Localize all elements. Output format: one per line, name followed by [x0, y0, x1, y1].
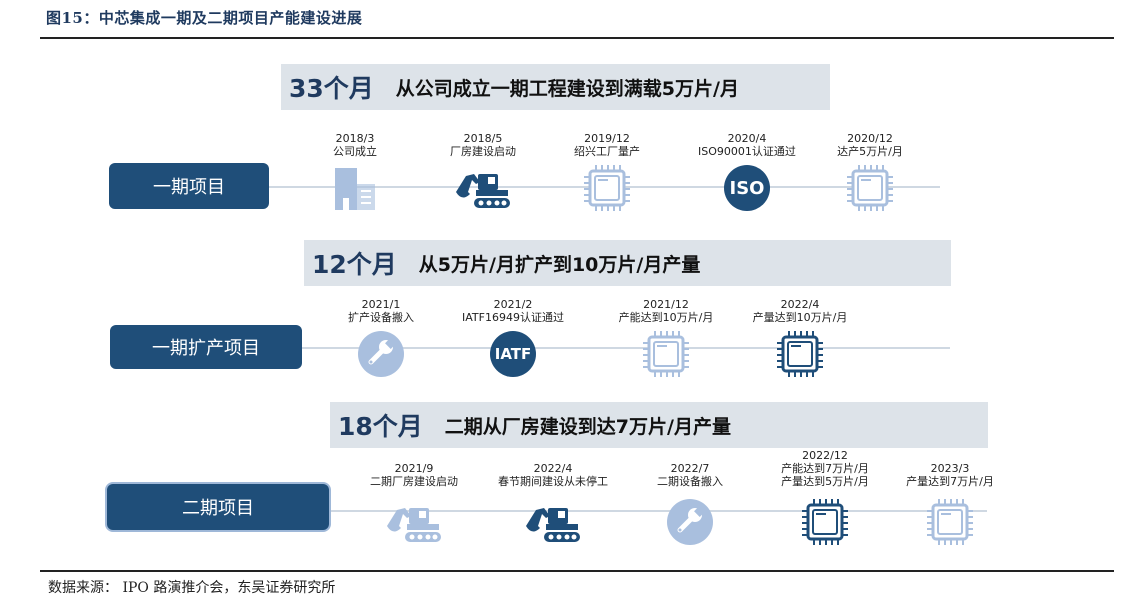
duration-banner: 12个月 从5万片/月扩产到10万片/月产量: [304, 240, 951, 286]
wrench-icon: [666, 498, 714, 550]
event-text: ISO90001认证通过: [698, 145, 796, 158]
timeline-line: [329, 510, 987, 512]
excavator-icon: [385, 500, 443, 548]
excavator-icon: [454, 166, 512, 214]
project-label: 一期项目: [109, 163, 269, 209]
event-date: 2022/4: [780, 298, 820, 311]
event-text: 达产5万片/月: [837, 145, 903, 158]
event-date: 2022/4: [533, 462, 573, 475]
building-icon: [331, 164, 379, 216]
iso-badge-icon: ISO: [723, 164, 771, 212]
duration-description: 从公司成立一期工程建设到满载5万片/月: [395, 77, 739, 100]
event-text: 扩产设备搬入: [348, 311, 414, 324]
event-date: 2021/12: [643, 298, 689, 311]
excavator-icon: [524, 500, 582, 548]
duration-description: 从5万片/月扩产到10万片/月产量: [418, 253, 701, 276]
event-date: 2021/1: [361, 298, 401, 311]
event-text: 公司成立: [333, 145, 377, 158]
project-label: 一期扩产项目: [110, 325, 302, 369]
duration-value: 12个月: [312, 250, 397, 279]
bottom-rule: [40, 570, 1114, 572]
event-text: 产能达到10万片/月: [618, 311, 714, 324]
iatf-badge-icon: IATF: [489, 330, 537, 378]
badge-text: ISO: [729, 177, 765, 199]
figure-title: 图15：中芯集成一期及二期项目产能建设进展: [46, 9, 363, 27]
chip-icon: [583, 164, 631, 216]
chip-icon: [846, 164, 894, 216]
duration-value: 33个月: [289, 74, 374, 103]
project-label: 二期项目: [107, 484, 329, 530]
event-date: 2020/12: [847, 132, 893, 145]
duration-banner: 33个月 从公司成立一期工程建设到满载5万片/月: [281, 64, 830, 110]
event-text: 产能达到7万片/月 产量达到5万片/月: [781, 462, 869, 488]
wrench-icon: [357, 330, 405, 382]
event-date: 2018/5: [463, 132, 503, 145]
duration-description: 二期从厂房建设到达7万片/月产量: [444, 415, 731, 438]
badge-text: IATF: [494, 345, 532, 363]
event-date: 2023/3: [930, 462, 970, 475]
event-text: 二期厂房建设启动: [370, 475, 458, 488]
event-text: 厂房建设启动: [450, 145, 516, 158]
event-text: IATF16949认证通过: [462, 311, 564, 324]
event-text: 产量达到7万片/月: [906, 475, 994, 488]
event-text: 二期设备搬入: [657, 475, 723, 488]
chip-icon: [801, 498, 849, 550]
chip-icon: [926, 498, 974, 550]
event-date: 2019/12: [584, 132, 630, 145]
event-text: 产量达到10万片/月: [752, 311, 848, 324]
event-date: 2020/4: [727, 132, 767, 145]
chip-icon: [642, 330, 690, 382]
event-date: 2022/7: [670, 462, 710, 475]
timeline-line: [302, 347, 950, 349]
event-date: 2022/12: [802, 449, 848, 462]
event-date: 2021/9: [394, 462, 434, 475]
top-rule: [40, 37, 1114, 39]
chip-icon: [776, 330, 824, 382]
event-date: 2018/3: [335, 132, 375, 145]
event-date: 2021/2: [493, 298, 533, 311]
source-note: 数据来源： IPO 路演推介会，东吴证券研究所: [48, 580, 336, 596]
event-text: 绍兴工厂量产: [574, 145, 640, 158]
event-text: 春节期间建设从未停工: [498, 475, 608, 488]
duration-banner: 18个月 二期从厂房建设到达7万片/月产量: [330, 402, 988, 448]
duration-value: 18个月: [338, 412, 423, 441]
